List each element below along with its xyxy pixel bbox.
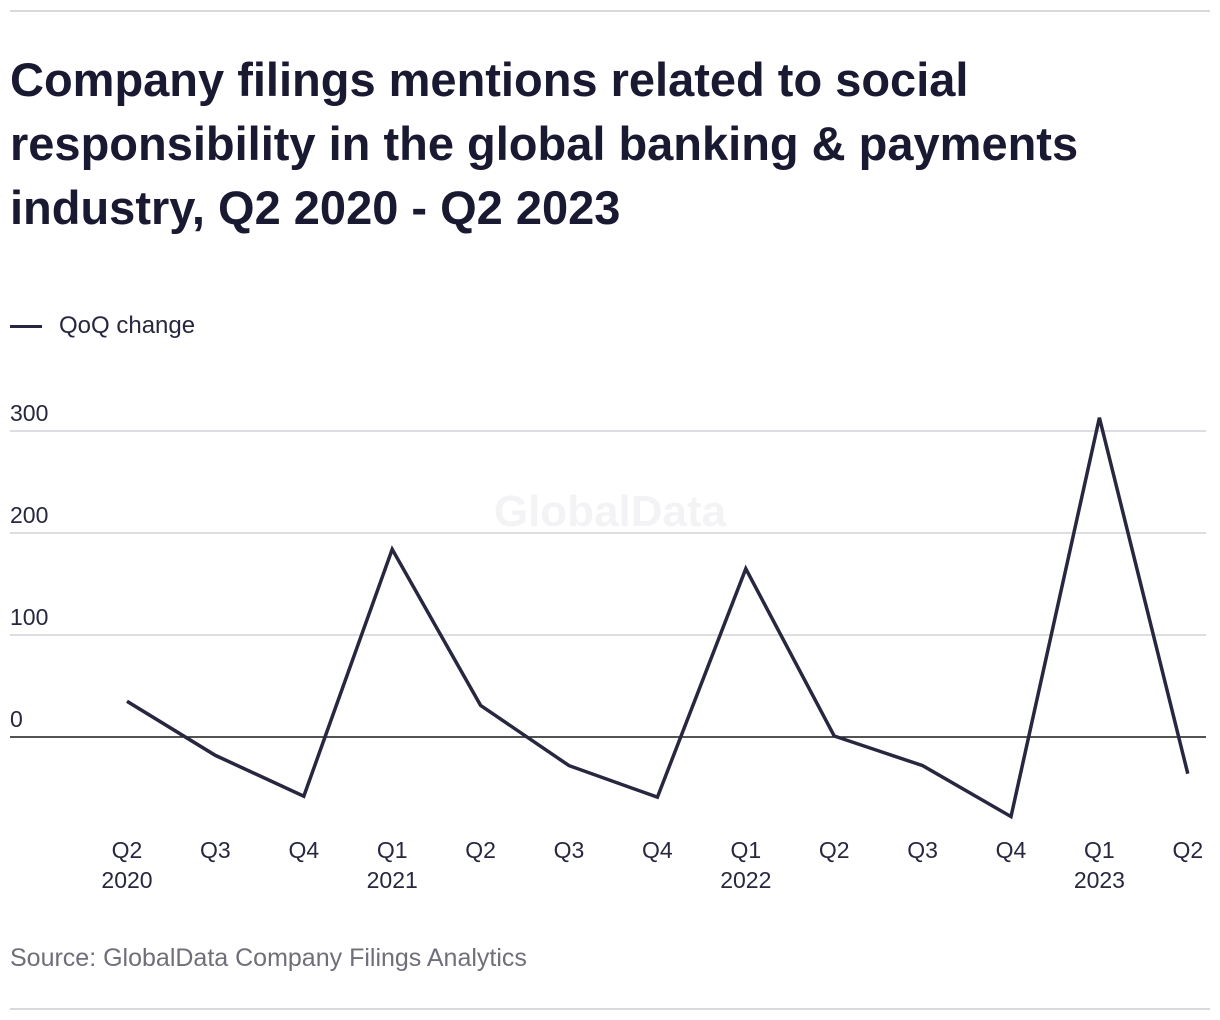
x-tick-label-0: Q2 [112,837,143,863]
source-note: Source: GlobalData Company Filings Analy… [10,944,527,972]
data-point-q1-2022 [744,567,748,571]
line-chart: GlobalData 0 100 200 300 Q2 2020 Q3 Q4 Q1 2021 Q2… [10,400,1206,893]
x-tick-label-8: Q2 [819,837,850,863]
x-tick-label-9: Q3 [907,837,938,863]
y-tick-label-300: 300 [10,400,48,426]
watermark-text: GlobalData [494,487,727,536]
data-point-q4-2021 [655,795,659,799]
x-tick-label-5: Q3 [554,837,585,863]
bottom-divider [10,1008,1210,1010]
x-tick-year-3: 2021 [367,867,418,893]
x-tick-label-11: Q1 [1084,837,1115,863]
data-point-q2-2022 [832,734,836,738]
x-tick-label-2: Q4 [288,837,319,863]
x-tick-label-1: Q3 [200,837,231,863]
data-point-q2-2020 [125,699,129,703]
legend-line-swatch [10,324,42,328]
data-point-q3-2021 [567,764,571,768]
y-tick-label-200: 200 [10,502,48,528]
top-divider [10,10,1210,12]
data-point-q2-2021 [479,703,483,707]
x-tick-label-4: Q2 [465,837,496,863]
data-point-q1-2023 [1097,416,1101,420]
legend: QoQ change [10,310,195,342]
data-point-q3-2022 [921,764,925,768]
chart-title: Company filings mentions related to soci… [10,53,1079,234]
x-tick-year-11: 2023 [1074,867,1125,893]
data-point-q1-2021 [390,547,394,551]
x-tick-label-6: Q4 [642,837,673,863]
x-tick-label-10: Q4 [996,837,1027,863]
data-point-q4-2020 [302,794,306,798]
legend-label: QoQ change [59,312,196,339]
data-point-q3-2020 [213,753,217,757]
y-tick-label-0: 0 [10,706,23,732]
x-tick-label-12: Q2 [1172,837,1203,863]
series-line-qoq-change [126,417,1190,820]
x-tick-year-7: 2022 [720,867,771,893]
x-tick-label-7: Q1 [730,837,761,863]
x-tick-year-0: 2020 [101,867,152,893]
x-tick-label-3: Q1 [377,837,408,863]
data-point-q4-2022 [1009,815,1013,819]
y-tick-label-100: 100 [10,604,48,630]
data-point-q2-2023 [1186,772,1190,776]
